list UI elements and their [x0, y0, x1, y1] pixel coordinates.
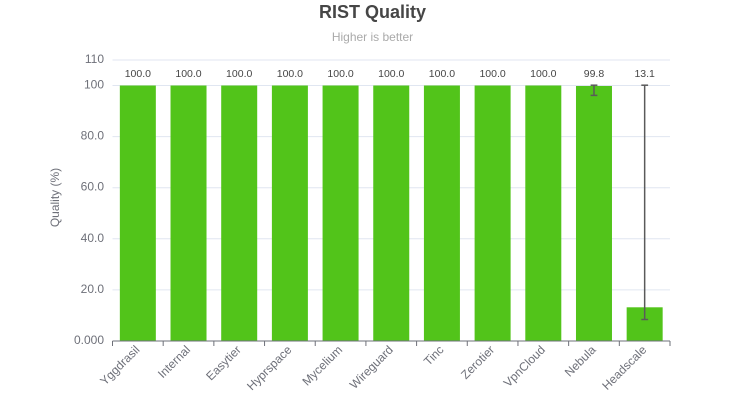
svg-text:Higher is better: Higher is better — [332, 30, 413, 44]
svg-text:60.0: 60.0 — [81, 180, 105, 194]
svg-text:99.8: 99.8 — [584, 68, 605, 80]
svg-text:40.0: 40.0 — [81, 231, 105, 245]
svg-text:Quality (%): Quality (%) — [48, 168, 62, 227]
svg-text:100: 100 — [84, 78, 104, 92]
svg-text:RIST Quality: RIST Quality — [319, 2, 426, 22]
svg-text:100.0: 100.0 — [429, 68, 455, 80]
svg-text:100.0: 100.0 — [530, 68, 556, 80]
svg-text:100.0: 100.0 — [226, 68, 252, 80]
svg-text:80.0: 80.0 — [81, 129, 105, 143]
svg-text:100.0: 100.0 — [327, 68, 353, 80]
svg-text:0.000: 0.000 — [74, 333, 104, 347]
svg-text:13.1: 13.1 — [634, 68, 655, 80]
svg-text:100.0: 100.0 — [125, 68, 151, 80]
svg-text:100.0: 100.0 — [175, 68, 201, 80]
svg-text:110: 110 — [85, 52, 104, 66]
svg-text:100.0: 100.0 — [479, 68, 505, 80]
svg-text:100.0: 100.0 — [378, 68, 404, 80]
svg-text:20.0: 20.0 — [81, 282, 105, 296]
svg-text:100.0: 100.0 — [277, 68, 303, 80]
